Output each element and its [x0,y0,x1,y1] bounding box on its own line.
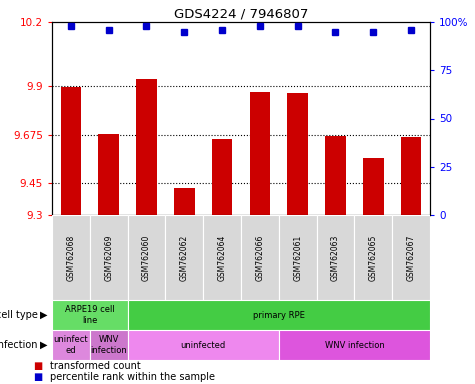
Text: WNV
infection: WNV infection [90,335,127,355]
Text: GSM762060: GSM762060 [142,234,151,281]
Bar [287,93,308,215]
Bar [52,330,90,360]
Text: WNV infection: WNV infection [324,341,384,349]
Title: GDS4224 / 7946807: GDS4224 / 7946807 [174,8,308,21]
Text: GSM762065: GSM762065 [369,234,378,281]
Text: uninfect
ed: uninfect ed [54,335,88,355]
Bar [325,136,346,215]
Text: transformed count: transformed count [49,361,141,371]
Text: GSM762062: GSM762062 [180,234,189,281]
Bar [174,188,195,215]
Bar [128,330,279,360]
Bar [52,300,128,330]
Text: primary RPE: primary RPE [253,311,305,319]
Bar [401,137,421,215]
Text: GSM762066: GSM762066 [256,234,265,281]
Bar [165,215,203,300]
Text: ■: ■ [33,361,42,371]
Text: cell type: cell type [0,310,38,320]
Bar [392,215,430,300]
Text: GSM762068: GSM762068 [66,234,76,281]
Bar [128,215,165,300]
Text: GSM762067: GSM762067 [407,234,416,281]
Bar [90,330,128,360]
Text: ■: ■ [33,372,42,382]
Bar [212,139,232,215]
Text: ▶: ▶ [40,310,47,320]
Bar [52,215,90,300]
Bar [279,330,430,360]
Bar [90,215,128,300]
Bar [98,134,119,215]
Text: uninfected: uninfected [180,341,226,349]
Text: percentile rank within the sample: percentile rank within the sample [49,372,215,382]
Bar [363,158,384,215]
Bar [60,88,81,215]
Bar [249,92,270,215]
Text: GSM762063: GSM762063 [331,234,340,281]
Text: ARPE19 cell
line: ARPE19 cell line [65,305,114,325]
Text: GSM762061: GSM762061 [293,234,302,281]
Bar [317,215,354,300]
Bar [241,215,279,300]
Text: ▶: ▶ [40,340,47,350]
Bar [354,215,392,300]
Bar [279,215,317,300]
Text: infection: infection [0,340,38,350]
Bar [128,300,430,330]
Text: GSM762064: GSM762064 [218,234,227,281]
Bar [203,215,241,300]
Text: GSM762069: GSM762069 [104,234,113,281]
Bar [136,79,157,215]
